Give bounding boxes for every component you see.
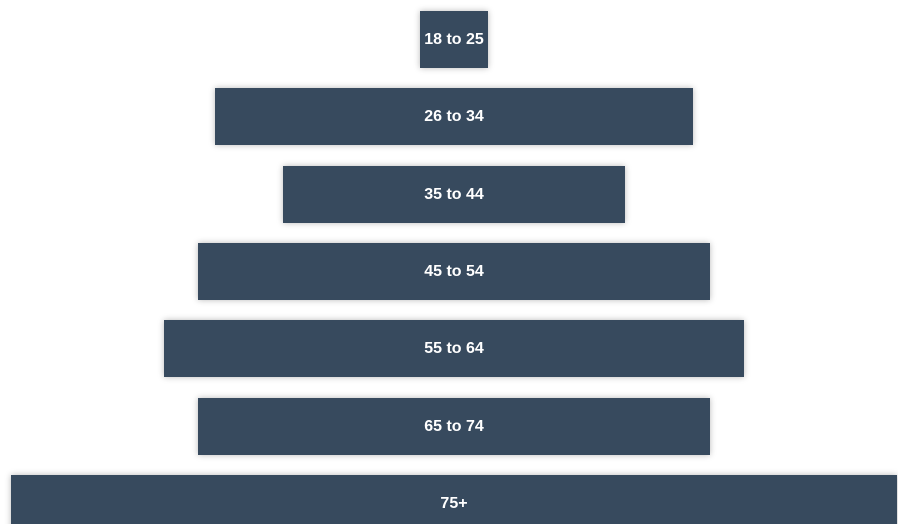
bar-0: 18 to 25 [420, 11, 488, 68]
bar-4: 55 to 64 [164, 320, 744, 377]
bar-5: 65 to 74 [198, 398, 710, 455]
bar-3: 45 to 54 [198, 243, 710, 300]
bar-1: 26 to 34 [215, 88, 693, 145]
bar-2: 35 to 44 [283, 166, 625, 223]
bar-label: 35 to 44 [424, 185, 484, 203]
bar-label: 65 to 74 [424, 417, 484, 435]
bar-label: 26 to 34 [424, 107, 484, 125]
bar-label: 55 to 64 [424, 339, 484, 357]
bar-label: 45 to 54 [424, 262, 484, 280]
bar-label: 75+ [440, 494, 468, 512]
bar-6: 75+ [11, 475, 897, 524]
bar-label: 18 to 25 [424, 30, 484, 48]
